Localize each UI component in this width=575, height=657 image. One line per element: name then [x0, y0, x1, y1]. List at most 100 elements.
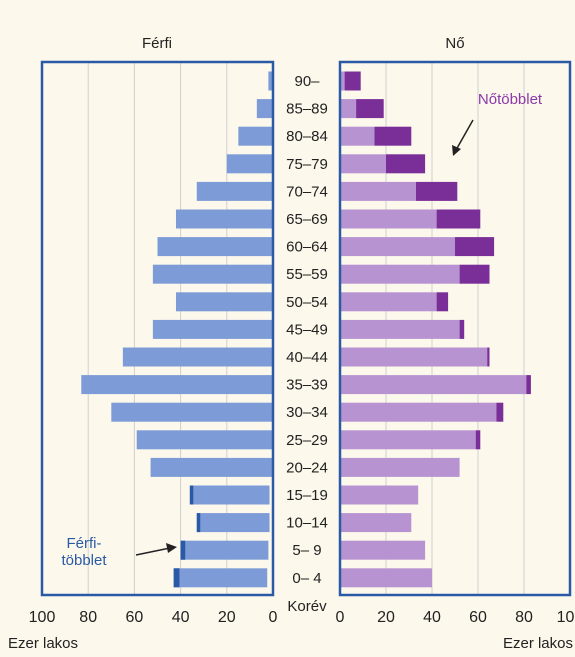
male-surplus-arrowhead — [166, 543, 177, 553]
male-bar — [122, 347, 273, 367]
age-group-label: 5– 9 — [292, 542, 321, 559]
male-bar — [157, 237, 273, 257]
age-group-label: 85–89 — [286, 101, 328, 118]
age-group-label: 10–14 — [286, 515, 328, 532]
male-bar — [268, 71, 273, 91]
male-x-tick-label: 100 — [29, 609, 56, 626]
age-group-label: 70–74 — [286, 183, 328, 200]
age-group-label: 80–84 — [286, 128, 328, 145]
female-bar — [340, 485, 419, 505]
male-bar — [136, 430, 273, 450]
female-surplus-bar — [374, 126, 412, 146]
male-bar — [196, 181, 273, 201]
male-x-tick-label: 80 — [79, 609, 97, 626]
female-surplus-annotation: Nőtöbblet — [478, 91, 543, 108]
male-surplus-annotation-line1: Férfi- — [67, 535, 102, 552]
female-title: Nő — [445, 35, 464, 52]
female-surplus-bar — [415, 181, 458, 201]
male-bar — [81, 375, 274, 395]
female-bar — [340, 237, 455, 257]
age-group-label: 30–34 — [286, 404, 328, 421]
male-x-tick-label: 20 — [218, 609, 236, 626]
female-surplus-bar — [526, 375, 531, 395]
male-plot-frame — [40, 60, 275, 597]
male-surplus-arrow — [135, 547, 171, 556]
male-surplus-bar — [189, 485, 194, 505]
male-x-tick-label: 0 — [269, 609, 278, 626]
age-axis-label: Korév — [287, 598, 327, 615]
female-bar — [340, 347, 488, 367]
female-bar — [340, 292, 437, 312]
female-surplus-arrowhead — [452, 145, 461, 156]
male-bar — [173, 568, 268, 588]
age-group-label: 90– — [294, 73, 320, 90]
female-bar — [340, 154, 386, 174]
female-x-tick-label: 20 — [377, 609, 395, 626]
age-group-label: 20–24 — [286, 459, 328, 476]
male-bar — [152, 264, 273, 284]
female-surplus-bar — [475, 430, 481, 450]
female-surplus-bar — [344, 71, 361, 91]
female-bar — [340, 126, 375, 146]
male-title: Férfi — [142, 35, 172, 52]
female-bar — [340, 540, 426, 560]
female-surplus-bar — [487, 347, 490, 367]
male-bar — [238, 126, 273, 146]
female-surplus-arrow — [455, 119, 474, 151]
female-surplus-bar — [436, 209, 481, 229]
female-bar — [340, 568, 432, 588]
female-surplus-bar — [386, 154, 426, 174]
female-bar — [340, 99, 357, 119]
female-bar — [340, 319, 460, 339]
male-bar — [175, 292, 273, 312]
male-x-tick-label: 40 — [172, 609, 190, 626]
female-x-tick-label: 100 — [557, 609, 575, 626]
male-bar — [180, 540, 269, 560]
male-unit-label: Ezer lakos — [8, 635, 78, 652]
male-bar — [150, 457, 273, 477]
female-bar — [340, 209, 437, 229]
male-bar — [256, 99, 273, 119]
male-bar — [196, 513, 270, 533]
male-bar — [189, 485, 270, 505]
female-x-tick-label: 0 — [336, 609, 345, 626]
male-bar — [152, 319, 273, 339]
female-bar — [340, 181, 416, 201]
male-surplus-bar — [180, 540, 186, 560]
female-surplus-bar — [436, 292, 449, 312]
age-group-label: 50–54 — [286, 294, 328, 311]
female-plot-frame — [338, 60, 572, 597]
female-bar — [340, 71, 345, 91]
age-group-label: 0– 4 — [292, 570, 321, 587]
age-group-label: 35–39 — [286, 377, 328, 394]
age-group-label: 45–49 — [286, 321, 328, 338]
age-group-label: 25–29 — [286, 432, 328, 449]
age-group-label: 75–79 — [286, 156, 328, 173]
female-unit-label: Ezer lakos — [503, 635, 573, 652]
female-surplus-bar — [356, 99, 384, 119]
female-surplus-bar — [459, 264, 490, 284]
female-bar — [340, 375, 527, 395]
female-bar — [340, 457, 460, 477]
male-bar — [226, 154, 273, 174]
age-group-label: 40–44 — [286, 349, 328, 366]
male-bar — [111, 402, 273, 422]
female-bar — [340, 402, 497, 422]
female-x-tick-label: 60 — [469, 609, 487, 626]
age-group-label: 15–19 — [286, 487, 328, 504]
age-group-label: 55–59 — [286, 266, 328, 283]
age-group-label: 65–69 — [286, 211, 328, 228]
female-surplus-bar — [459, 319, 465, 339]
male-x-tick-label: 60 — [126, 609, 144, 626]
female-x-tick-label: 80 — [515, 609, 533, 626]
male-bar — [175, 209, 273, 229]
age-group-label: 60–64 — [286, 239, 328, 256]
male-surplus-annotation-line2: többlet — [61, 552, 107, 569]
female-surplus-bar — [455, 237, 495, 257]
male-surplus-bar — [196, 513, 201, 533]
female-surplus-bar — [496, 402, 504, 422]
female-bar — [340, 430, 476, 450]
male-surplus-bar — [173, 568, 180, 588]
female-bar — [340, 264, 460, 284]
